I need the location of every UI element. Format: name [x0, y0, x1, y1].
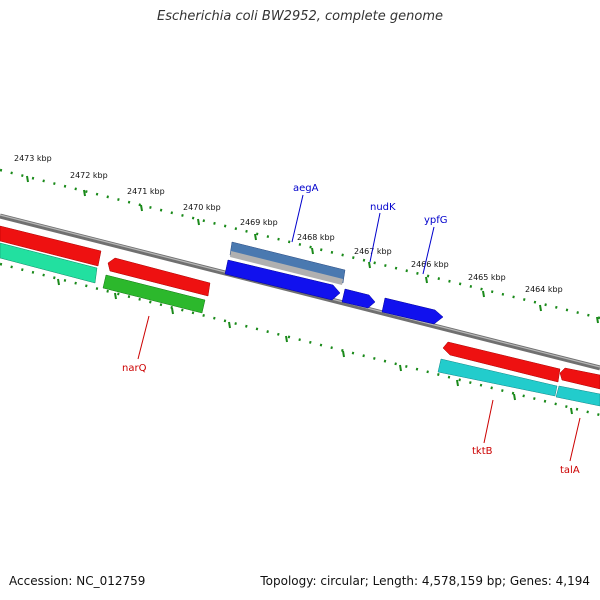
gene-label-aegA[interactable]: aegA — [293, 183, 319, 194]
inner-major-tick — [399, 364, 402, 372]
gene-feature-green[interactable] — [102, 274, 206, 314]
outer-major-tick — [596, 316, 599, 324]
outer-major-tick — [368, 261, 371, 269]
map-title: Escherichia coli BW2952, complete genome — [157, 9, 443, 24]
inner-major-tick — [228, 321, 231, 329]
cds-feature-blue-aegA[interactable] — [224, 259, 341, 301]
outer-major-tick — [140, 204, 143, 212]
gene-label-talA[interactable]: talA — [560, 465, 580, 476]
gene-feature-seagreen[interactable] — [0, 242, 98, 284]
gene-label-tktB[interactable]: tktB — [472, 446, 493, 457]
outer-scale-ring — [0, 168, 600, 324]
label-leaders — [137, 194, 581, 462]
scale-label: 2467 kbp — [354, 247, 392, 256]
scale-label: 2464 kbp — [525, 285, 563, 294]
inner-major-tick — [342, 350, 345, 358]
gene-feature-cyan[interactable] — [555, 385, 600, 407]
outer-major-tick — [482, 290, 485, 298]
cds-feature-blue-ypfG[interactable] — [381, 297, 444, 325]
inner-major-tick — [285, 335, 288, 343]
outer-major-tick — [83, 189, 86, 197]
leader-line-talA — [569, 417, 581, 462]
outer-dotted-ring — [0, 168, 600, 320]
inner-dotted-ring — [0, 262, 600, 417]
scale-labels: 2473 kbp 2472 kbp 2471 kbp 2470 kbp 2469… — [14, 154, 563, 294]
scale-label: 2471 kbp — [127, 187, 165, 196]
inner-major-tick — [513, 393, 516, 401]
leader-line-tktB — [483, 399, 494, 444]
cds-feature-red[interactable] — [559, 367, 600, 390]
gene-label-narQ[interactable]: narQ — [122, 363, 147, 374]
outer-major-tick — [311, 247, 314, 255]
outer-major-tick — [254, 233, 257, 241]
scale-label: 2468 kbp — [297, 233, 335, 242]
outer-major-tick — [539, 304, 542, 312]
forward-strand-features — [0, 225, 600, 390]
leader-line-nudK — [369, 212, 381, 263]
inner-major-tick — [114, 292, 117, 300]
outer-major-tick — [425, 276, 428, 284]
scale-label: 2473 kbp — [14, 154, 52, 163]
cds-feature-red[interactable] — [107, 257, 211, 297]
leader-line-ypfG — [422, 226, 435, 275]
inner-major-tick — [570, 407, 573, 415]
leader-line-narQ — [137, 315, 150, 360]
inner-major-tick — [57, 278, 60, 286]
scale-label: 2470 kbp — [183, 203, 221, 212]
accession-text: Accession: NC_012759 — [9, 574, 146, 588]
inner-major-tick — [171, 307, 174, 315]
cds-feature-red[interactable] — [442, 341, 561, 383]
gene-feature-gray[interactable] — [230, 251, 343, 285]
topology-text: Topology: circular; Length: 4,578,159 bp… — [260, 574, 590, 588]
gene-labels: aegA nudK ypfG narQ tktB talA — [122, 183, 580, 476]
reverse-strand-features — [0, 242, 600, 407]
scale-label: 2469 kbp — [240, 218, 278, 227]
gene-label-nudK[interactable]: nudK — [370, 202, 396, 213]
scale-label: 2466 kbp — [411, 260, 449, 269]
scale-label: 2465 kbp — [468, 273, 506, 282]
outer-major-tick — [197, 218, 200, 226]
cds-feature-red[interactable] — [0, 225, 102, 267]
inner-major-tick — [456, 379, 459, 387]
leader-line-aegA — [291, 194, 304, 243]
scale-label: 2472 kbp — [70, 171, 108, 180]
gene-label-ypfG[interactable]: ypfG — [424, 215, 448, 226]
cds-feature-blue-nudK[interactable] — [341, 288, 376, 309]
gene-feature-cyan[interactable] — [437, 358, 558, 397]
outer-major-tick — [26, 175, 29, 183]
inner-scale-ring — [0, 262, 600, 417]
